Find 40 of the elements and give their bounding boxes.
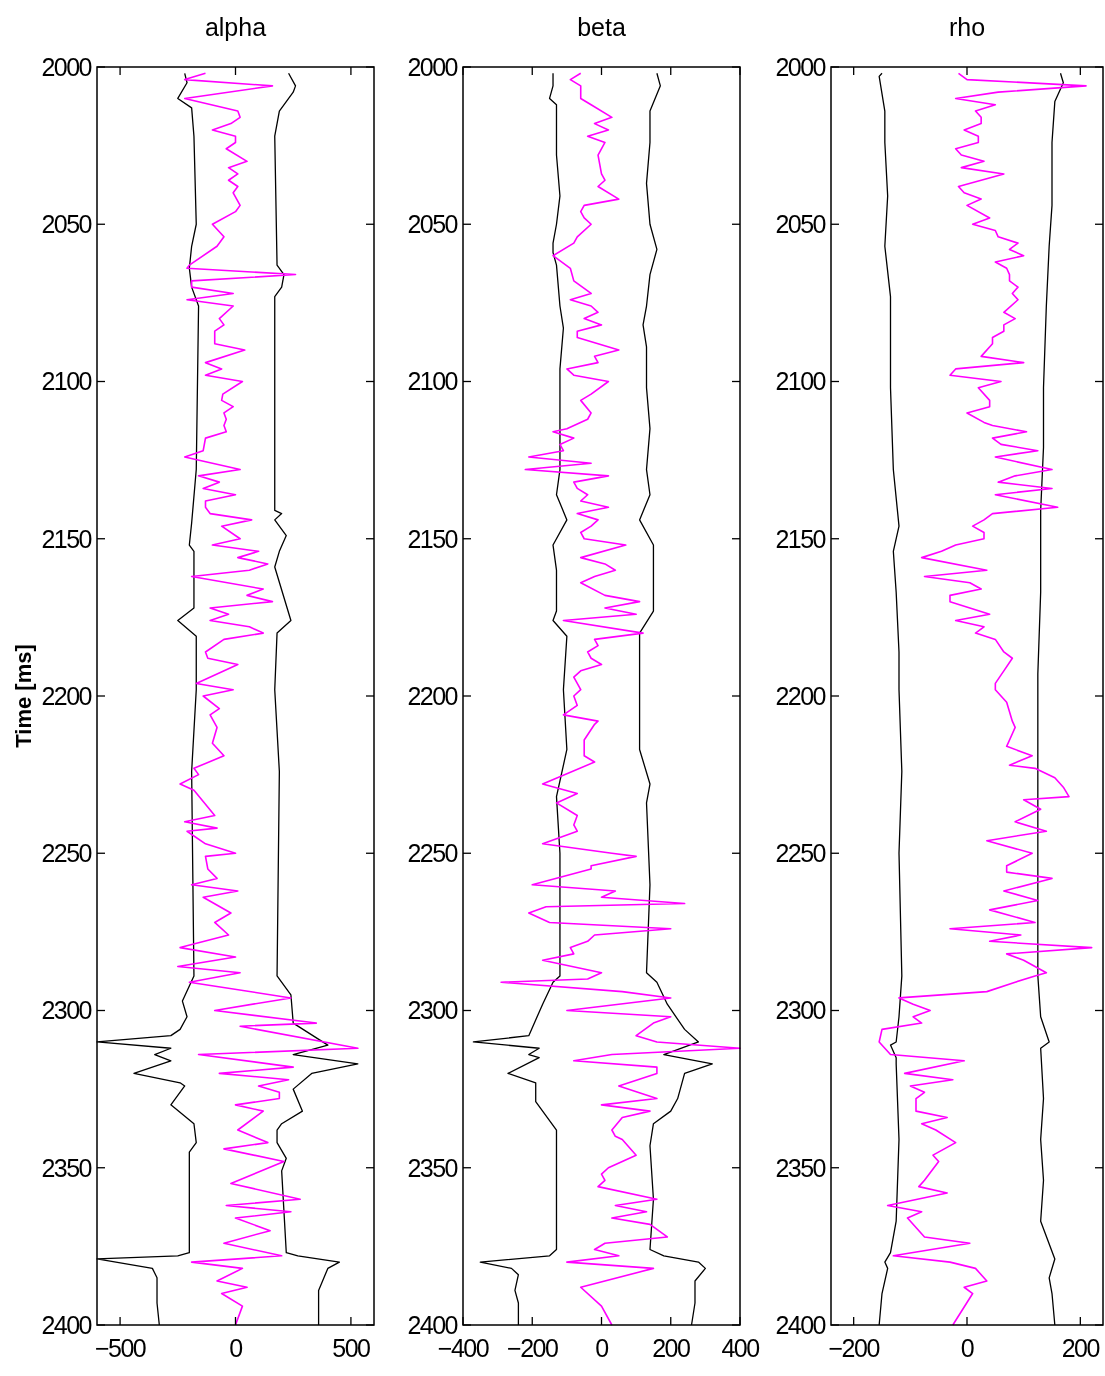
chart-title: rho <box>948 13 986 41</box>
y-tick-label: 2100 <box>41 367 92 396</box>
y-tick-label: 2200 <box>41 681 92 710</box>
y-tick-label: 2100 <box>407 367 458 396</box>
y-tick-label: 2200 <box>407 681 458 710</box>
y-tick-label: 2000 <box>41 52 92 81</box>
y-tick-label: 2400 <box>775 1310 826 1339</box>
x-tick-label: 0 <box>960 1334 974 1362</box>
x-tick-label: −200 <box>507 1334 558 1362</box>
y-tick-label: 2150 <box>41 524 92 553</box>
y-tick-label: 2150 <box>775 524 826 553</box>
y-tick-label: 2250 <box>407 839 458 867</box>
y-tick-label: 2000 <box>775 52 826 81</box>
x-tick-label: −500 <box>94 1334 146 1362</box>
x-tick-label: 500 <box>332 1334 371 1362</box>
y-tick-label: 2350 <box>407 1153 458 1182</box>
y-tick-label: 2300 <box>775 996 826 1025</box>
y-tick-label: 2050 <box>41 210 92 238</box>
x-tick-label: 400 <box>721 1334 760 1362</box>
y-tick-label: 2350 <box>41 1153 92 1182</box>
y-tick-label: 2250 <box>775 839 826 867</box>
x-tick-label: 0 <box>595 1334 609 1362</box>
x-tick-label: 200 <box>652 1334 690 1362</box>
y-tick-label: 2250 <box>41 839 92 867</box>
y-tick-label: 2350 <box>775 1153 826 1182</box>
y-tick-label: 2100 <box>775 367 826 396</box>
x-tick-label: −200 <box>828 1334 880 1362</box>
y-tick-label: 2200 <box>775 681 826 710</box>
x-tick-label: 200 <box>1061 1334 1100 1362</box>
y-tick-label: 2050 <box>775 210 826 238</box>
y-tick-label: 2400 <box>41 1310 92 1339</box>
y-tick-label: 2150 <box>407 524 458 553</box>
y-axis-title: Time [ms] <box>11 644 36 748</box>
x-tick-label: 0 <box>229 1334 243 1362</box>
chart-title: beta <box>577 13 626 41</box>
y-tick-label: 2000 <box>407 52 458 81</box>
y-tick-label: 2050 <box>407 210 458 238</box>
y-tick-label: 2300 <box>407 996 458 1025</box>
chart-title: alpha <box>204 13 267 41</box>
y-tick-label: 2300 <box>41 996 92 1025</box>
